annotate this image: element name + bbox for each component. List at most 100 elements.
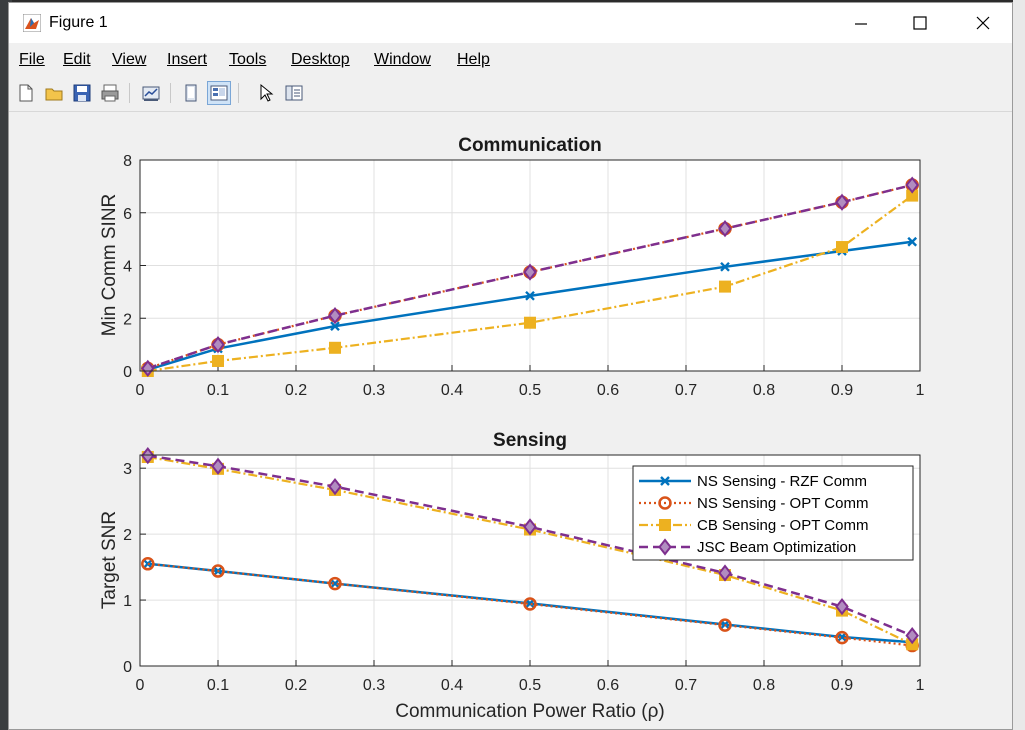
menu-tools[interactable]: Tools: [229, 51, 267, 68]
legend-item[interactable]: CB Sensing - OPT Comm: [639, 517, 868, 534]
matlab-figure-icon: [23, 14, 41, 32]
series-line: [147, 562, 913, 647]
series-4: [141, 176, 919, 377]
x-tick-label: 0.6: [597, 382, 619, 399]
data-point: [718, 219, 732, 238]
legend-marker: [658, 538, 672, 556]
maximize-icon: [913, 16, 927, 30]
x-tick-label: 1: [916, 382, 925, 399]
tick-labels: 0 0.1 0.2 0.3 0.4 0.5 0.6 0.7 0.8 0.9 1 0 1 2 3: [123, 461, 924, 694]
legend-label: CB Sensing - OPT Comm: [697, 517, 868, 534]
data-point: [523, 597, 537, 611]
open-file-icon[interactable]: [42, 81, 66, 105]
show-plot-tools-icon[interactable]: [207, 81, 231, 105]
data-point: [720, 261, 730, 272]
data-point: [718, 618, 732, 632]
menu-help[interactable]: Help: [457, 51, 490, 68]
legend-marker: [659, 519, 671, 531]
close-button[interactable]: [961, 9, 1005, 37]
data-point: [523, 518, 537, 536]
x-tick-label: 0.5: [519, 677, 541, 694]
data-point: [835, 630, 849, 645]
data-point: [212, 354, 224, 367]
toolbar-separator: [238, 83, 239, 103]
maximize-button[interactable]: [898, 9, 942, 37]
legend-item[interactable]: JSC Beam Optimization: [639, 538, 856, 556]
y-tick-label: 0: [123, 364, 132, 381]
y-tick-label: 1: [123, 593, 132, 610]
data-point: [328, 306, 342, 325]
data-point: [836, 241, 848, 254]
edit-plot-icon[interactable]: [254, 81, 278, 105]
y-tick-label: 6: [123, 206, 132, 223]
x-tick-label: 0: [136, 382, 145, 399]
data-point: [211, 336, 225, 354]
y-tick-label: 3: [123, 461, 132, 478]
x-tick-label: 0.1: [207, 677, 229, 694]
figure-toolbar: [9, 75, 1012, 112]
x-tick-label: 0.7: [675, 677, 697, 694]
window-title: Figure 1: [49, 14, 108, 31]
data-point: [835, 598, 849, 616]
x-tick-label: 0.2: [285, 382, 307, 399]
x-tick-label: 0.3: [363, 677, 385, 694]
data-point: [329, 341, 341, 354]
x-tick-label: 0.5: [519, 382, 541, 399]
x-tick-label: 0.8: [753, 382, 775, 399]
new-figure-icon[interactable]: [14, 81, 38, 105]
data-point: [907, 236, 918, 247]
toolbar-separator: [129, 83, 130, 103]
data-point: [525, 290, 535, 301]
x-tick-label: 0: [136, 677, 145, 694]
legend-item[interactable]: NS Sensing - RZF Comm: [639, 473, 867, 490]
menu-bar: File Edit View Insert Tools Desktop Wind…: [9, 47, 1012, 113]
data-point: [523, 263, 537, 281]
x-axis-label: Communication Power Ratio (ρ): [395, 701, 665, 722]
open-property-inspector-icon[interactable]: [282, 81, 306, 105]
y-tick-label: 2: [123, 527, 132, 544]
legend-marker: [660, 476, 670, 486]
x-tick-label: 0.4: [441, 382, 463, 399]
data-point: [330, 578, 340, 589]
y-axis-label: Min Comm SINR: [99, 194, 120, 337]
x-tick-label: 0.4: [441, 677, 463, 694]
print-icon[interactable]: [98, 81, 122, 105]
axes-sensing: Sensing Target SNR Communication Power R…: [99, 430, 925, 722]
x-tick-label: 0.6: [597, 677, 619, 694]
data-point: [905, 176, 919, 194]
menu-desktop[interactable]: Desktop: [291, 51, 350, 68]
axes-box: [139, 159, 921, 372]
legend[interactable]: NS Sensing - RZF Comm NS Sensing - OPT Co…: [632, 465, 914, 561]
menu-window[interactable]: Window: [374, 51, 431, 68]
x-tick-label: 0.1: [207, 382, 229, 399]
hide-plot-tools-icon[interactable]: [179, 81, 203, 105]
y-tick-label: 0: [123, 659, 132, 676]
menu-view[interactable]: View: [112, 51, 147, 68]
y-tick-label: 4: [123, 259, 132, 276]
y-tick-label: 8: [123, 153, 132, 170]
minimize-button[interactable]: [839, 9, 883, 37]
chart-title: Sensing: [493, 430, 567, 451]
save-icon[interactable]: [70, 81, 94, 105]
data-point: [835, 193, 849, 211]
x-tick-label: 1: [916, 677, 925, 694]
legend-item[interactable]: NS Sensing - OPT Comm: [639, 495, 868, 512]
data-point: [328, 576, 342, 591]
close-icon: [976, 16, 990, 30]
toolbar-separator: [170, 83, 171, 103]
x-tick-label: 0.2: [285, 677, 307, 694]
data-point: [719, 280, 731, 293]
legend-label: NS Sensing - RZF Comm: [697, 473, 867, 490]
x-tick-label: 0.9: [831, 677, 853, 694]
menu-file[interactable]: File: [19, 51, 45, 68]
series-4: [141, 447, 919, 645]
data-point: [524, 316, 536, 329]
menu-insert[interactable]: Insert: [167, 51, 208, 68]
menu-edit[interactable]: Edit: [63, 51, 91, 68]
axes-box: [139, 454, 921, 667]
x-tick-label: 0.9: [831, 382, 853, 399]
axes-communication: Communication Min Comm SINR 0 0.1 0.2 0.3 0.…: [99, 135, 925, 399]
data-point: [905, 627, 919, 645]
link-plot-icon[interactable]: [139, 81, 163, 105]
